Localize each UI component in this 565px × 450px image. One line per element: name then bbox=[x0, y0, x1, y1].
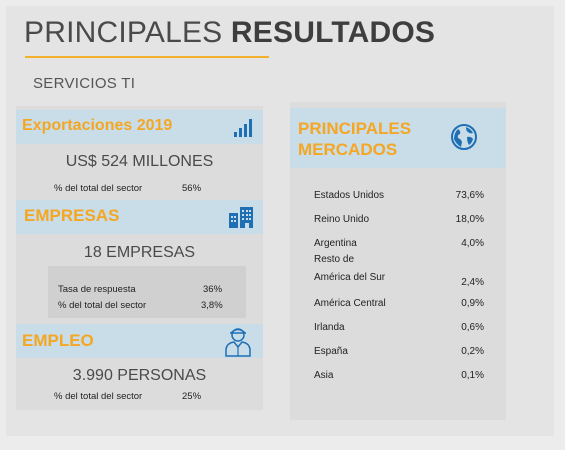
companies-header bbox=[16, 200, 263, 234]
market-value: 0,2% bbox=[461, 346, 484, 357]
companies-title: EMPRESAS bbox=[24, 206, 120, 225]
page-subtitle: SERVICIOS TI bbox=[33, 75, 136, 92]
market-name: Argentina bbox=[314, 238, 357, 249]
market-name: Resto de bbox=[314, 254, 355, 265]
market-name: España bbox=[314, 346, 348, 357]
companies-share-label: % del total del sector bbox=[58, 300, 147, 311]
market-value: 0,9% bbox=[461, 298, 484, 309]
companies-count: 18 EMPRESAS bbox=[83, 244, 196, 261]
market-name: Reino Unido bbox=[314, 214, 370, 225]
title-underline bbox=[25, 56, 269, 58]
employment-share-label: % del total del sector bbox=[54, 391, 143, 402]
title-light: PRINCIPALES bbox=[24, 16, 223, 49]
response-rate-label: Tasa de respuesta bbox=[58, 284, 136, 295]
market-value: 4,0% bbox=[461, 238, 484, 249]
employment-count: 3.990 PERSONAS bbox=[72, 367, 207, 384]
markets-title-line1: PRINCIPALES bbox=[298, 119, 412, 138]
markets-list: Estados Unidos 73,6% Reino Unido 18,0% A… bbox=[290, 190, 506, 390]
response-rate-value: 36% bbox=[203, 284, 223, 295]
market-value: 18,0% bbox=[455, 214, 484, 225]
buildings-icon bbox=[229, 207, 253, 228]
title-bold: RESULTADOS bbox=[230, 16, 436, 49]
exports-amount: US$ 524 MILLONES bbox=[65, 153, 214, 170]
bar-chart-icon bbox=[234, 119, 252, 137]
market-name: América del Sur bbox=[314, 272, 386, 283]
market-name: Irlanda bbox=[314, 322, 345, 333]
market-value: 2,4% bbox=[461, 277, 484, 288]
markets-title-line2: MERCADOS bbox=[298, 140, 398, 159]
market-value: 0,6% bbox=[461, 322, 484, 333]
companies-share-value: 3,8% bbox=[201, 300, 223, 311]
exports-share-value: 56% bbox=[182, 183, 202, 194]
exports-share-label: % del total del sector bbox=[54, 183, 143, 194]
page-title: PRINCIPALES RESULTADOS bbox=[24, 16, 435, 50]
employment-header bbox=[16, 324, 263, 358]
market-name: Asia bbox=[314, 370, 334, 381]
market-value: 73,6% bbox=[455, 190, 484, 201]
left-panel bbox=[16, 106, 263, 410]
globe-icon bbox=[451, 124, 477, 150]
companies-detail-box bbox=[48, 266, 246, 318]
worker-icon bbox=[225, 328, 251, 357]
market-name: América Central bbox=[314, 298, 386, 309]
exports-title: Exportaciones 2019 bbox=[22, 117, 173, 134]
market-name: Estados Unidos bbox=[314, 190, 385, 201]
employment-title: EMPLEO bbox=[22, 331, 94, 350]
employment-share-value: 25% bbox=[182, 391, 202, 402]
exports-header bbox=[16, 110, 263, 144]
market-value: 0,1% bbox=[461, 370, 484, 381]
